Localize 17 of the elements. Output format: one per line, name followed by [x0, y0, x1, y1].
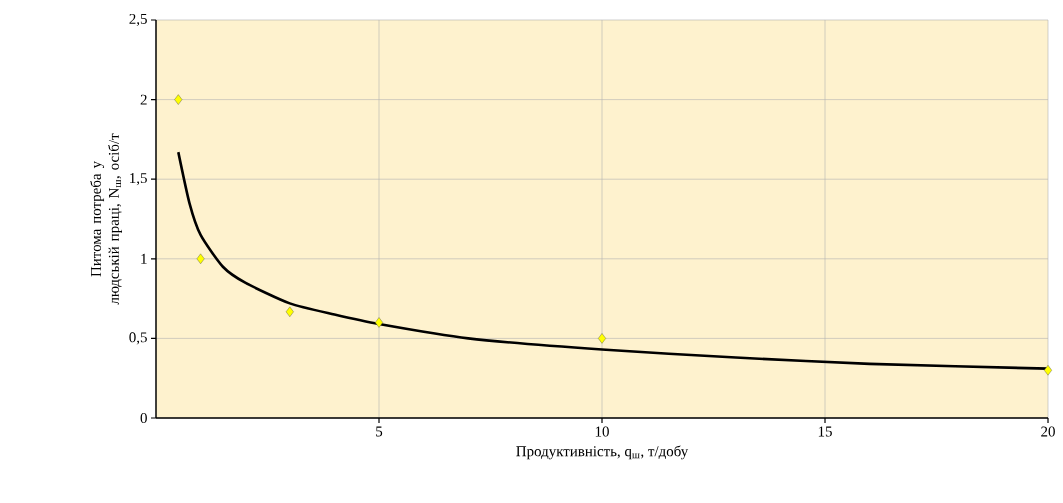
point	[375, 317, 383, 328]
y-tick-label: 2,5	[129, 13, 147, 27]
point	[285, 306, 294, 317]
y-tick-label: 1	[141, 253, 147, 264]
x-tick-label: 15	[818, 426, 832, 437]
x-tick-label: 5	[376, 426, 383, 437]
y-tick-label: 2	[140, 94, 147, 105]
y-tick-label: 0	[140, 412, 147, 424]
point	[174, 94, 183, 105]
y-tick-label: 0,5	[129, 332, 147, 345]
y-tick-label: 1,5	[130, 173, 147, 186]
x-axis-title: Продуктивність, q$_{ш}$, т/добу	[516, 445, 689, 460]
point	[1044, 365, 1052, 376]
x-tick-label: 20	[1041, 426, 1055, 437]
point	[196, 253, 205, 264]
point	[598, 333, 606, 344]
x-tick-label: 10	[595, 426, 609, 437]
